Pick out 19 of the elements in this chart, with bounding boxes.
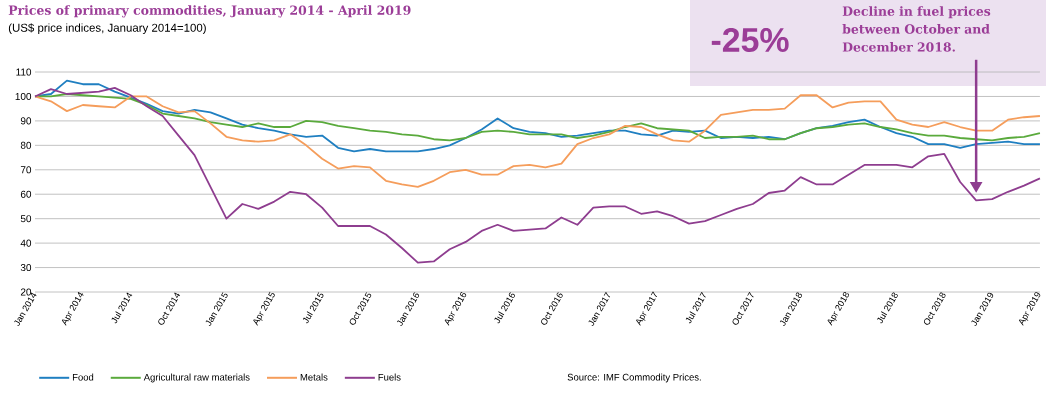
y-tick-label: 40	[20, 239, 32, 247]
chart-subtitle: (US$ price indices, January 2014=100)	[8, 23, 206, 35]
legend-label: Food	[72, 373, 94, 381]
y-tick-label: 30	[20, 264, 32, 272]
legend-label: Fuels	[378, 373, 401, 381]
y-tick-label: 60	[20, 190, 32, 198]
chart-title: Prices of primary commodities, January 2014 - April 2019	[8, 5, 411, 18]
legend-label: Metals	[300, 373, 328, 381]
text: -25%	[711, 28, 789, 52]
y-tick-label: 50	[20, 215, 32, 223]
legend-label: Agricultural raw materials	[143, 373, 250, 383]
y-tick-label: 110	[16, 68, 32, 76]
source-note: Source: IMF Commodity Prices.	[567, 373, 701, 383]
text: Decline in fuel prices between October and December 2018.	[842, 6, 991, 52]
line-series	[34, 94, 1041, 188]
y-tick-label: 70	[20, 166, 32, 174]
y-tick-label: 80	[20, 141, 32, 149]
y-tick-label: 90	[20, 117, 32, 125]
y-tick-label: 100	[15, 92, 32, 100]
